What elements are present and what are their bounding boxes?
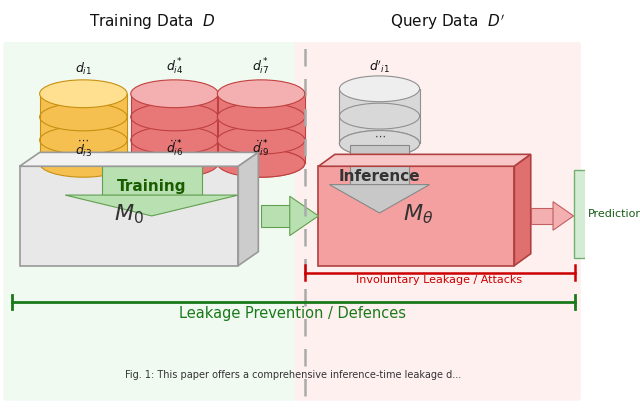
Ellipse shape xyxy=(218,80,305,108)
Polygon shape xyxy=(20,152,259,166)
Text: $\cdots$: $\cdots$ xyxy=(168,134,180,144)
Bar xyxy=(319,166,515,266)
Bar xyxy=(131,94,218,163)
Text: $d^*_{i9}$: $d^*_{i9}$ xyxy=(252,139,269,159)
Text: Query Data  $D'$: Query Data $D'$ xyxy=(390,12,506,32)
Bar xyxy=(531,208,553,224)
Text: $\cdots$: $\cdots$ xyxy=(255,134,267,144)
Text: Training Data  $D$: Training Data $D$ xyxy=(88,12,215,31)
Text: $d_{i3}$: $d_{i3}$ xyxy=(75,143,92,159)
Text: $d'_{i1}$: $d'_{i1}$ xyxy=(369,58,390,75)
Ellipse shape xyxy=(40,126,127,154)
Ellipse shape xyxy=(339,76,420,102)
Text: $d^*_{i4}$: $d^*_{i4}$ xyxy=(166,57,183,77)
Polygon shape xyxy=(553,202,573,230)
Polygon shape xyxy=(515,155,531,266)
Ellipse shape xyxy=(40,103,127,131)
Bar xyxy=(40,94,127,163)
Bar xyxy=(20,166,238,266)
Text: Training: Training xyxy=(117,179,186,194)
Ellipse shape xyxy=(40,149,127,177)
Text: $d^*_{i6}$: $d^*_{i6}$ xyxy=(166,139,183,159)
Bar xyxy=(350,145,409,185)
Ellipse shape xyxy=(40,149,127,177)
Polygon shape xyxy=(65,195,238,216)
Ellipse shape xyxy=(218,126,305,154)
Polygon shape xyxy=(330,185,429,213)
Bar xyxy=(575,170,640,258)
Polygon shape xyxy=(290,196,319,236)
Text: $d_{i1}$: $d_{i1}$ xyxy=(75,61,92,77)
Text: Leakage Prevention / Defences: Leakage Prevention / Defences xyxy=(179,306,406,321)
Bar xyxy=(102,166,202,195)
Bar xyxy=(339,89,420,143)
Ellipse shape xyxy=(339,131,420,156)
Text: $M_0$: $M_0$ xyxy=(114,202,144,226)
Text: Inference: Inference xyxy=(339,169,420,184)
FancyBboxPatch shape xyxy=(3,42,300,401)
Text: Involuntary Leakage / Attacks: Involuntary Leakage / Attacks xyxy=(356,275,522,284)
Bar xyxy=(218,94,305,163)
Polygon shape xyxy=(238,152,259,266)
Ellipse shape xyxy=(218,103,305,131)
Text: Fig. 1: This paper offers a comprehensive inference-time leakage d...: Fig. 1: This paper offers a comprehensiv… xyxy=(125,370,461,380)
FancyBboxPatch shape xyxy=(295,42,581,401)
Ellipse shape xyxy=(131,126,218,154)
Polygon shape xyxy=(319,155,531,166)
Ellipse shape xyxy=(218,149,305,177)
Ellipse shape xyxy=(218,149,305,177)
Text: $\cdots$: $\cdots$ xyxy=(374,130,385,141)
Ellipse shape xyxy=(339,103,420,129)
Ellipse shape xyxy=(131,149,218,177)
Text: Prediction: Prediction xyxy=(588,209,640,219)
Ellipse shape xyxy=(131,80,218,108)
Ellipse shape xyxy=(339,131,420,156)
Text: $d^*_{i7}$: $d^*_{i7}$ xyxy=(252,57,269,77)
Text: $\cdots$: $\cdots$ xyxy=(77,134,90,144)
Text: $M_\theta$: $M_\theta$ xyxy=(403,202,434,226)
Ellipse shape xyxy=(40,80,127,108)
Ellipse shape xyxy=(131,149,218,177)
Bar xyxy=(261,205,290,227)
Ellipse shape xyxy=(131,103,218,131)
